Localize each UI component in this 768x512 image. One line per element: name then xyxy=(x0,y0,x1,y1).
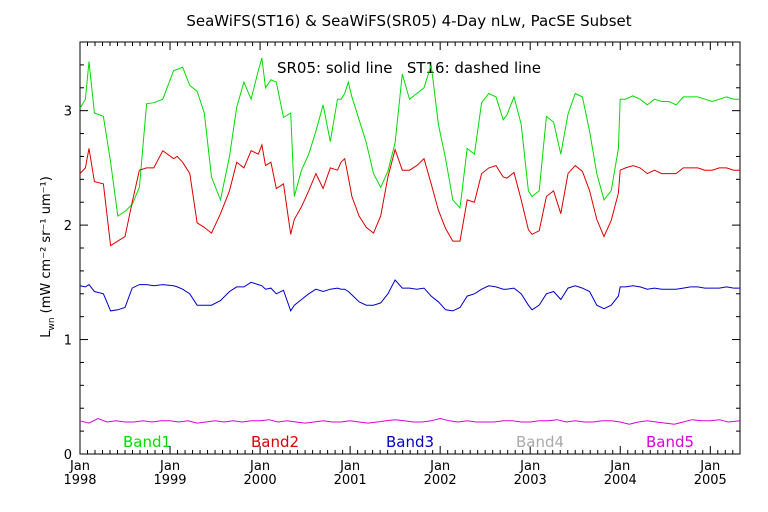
axes: 0123Jan1998Jan1999Jan2000Jan2001Jan2002J… xyxy=(63,41,741,488)
x-tick-year: 2005 xyxy=(694,473,727,488)
legend: Band1 Band2 Band3 Band4 Band5 xyxy=(123,433,694,451)
x-tick-month: Jan xyxy=(519,459,540,474)
x-tick-year: 1999 xyxy=(153,473,186,488)
x-tick-year: 1998 xyxy=(63,473,96,488)
y-axis-label-unit: (mW cm⁻² sr⁻¹ um⁻¹) xyxy=(39,176,54,317)
x-tick-year: 2000 xyxy=(244,473,277,488)
x-tick-month: Jan xyxy=(429,459,450,474)
legend-item-band4: Band4 xyxy=(516,433,564,451)
series-line-band2 xyxy=(79,143,740,247)
x-tick-year: 2001 xyxy=(334,473,367,488)
x-tick-month: Jan xyxy=(339,459,360,474)
y-axis-label: Lwn (mW cm⁻² sr⁻¹ um⁻¹) xyxy=(39,176,57,338)
y-axis-label-main: L xyxy=(39,330,54,338)
y-tick-label: 3 xyxy=(64,105,72,120)
x-tick-month: Jan xyxy=(69,459,90,474)
x-tick-year: 2003 xyxy=(514,473,547,488)
y-tick-label: 2 xyxy=(64,219,72,234)
series-line-band3 xyxy=(79,279,740,313)
series-line-band1 xyxy=(79,57,740,217)
legend-item-band1: Band1 xyxy=(123,433,171,451)
svg-text:Lwn (mW cm⁻² sr⁻¹ um⁻¹): Lwn (mW cm⁻² sr⁻¹ um⁻¹) xyxy=(39,176,57,338)
line-style-annotation: SR05: solid line ST16: dashed line xyxy=(277,59,541,77)
series-line-band5 xyxy=(79,417,741,425)
y-tick-label: 1 xyxy=(64,334,72,349)
legend-item-band5: Band5 xyxy=(646,433,694,451)
x-tick-month: Jan xyxy=(159,459,180,474)
legend-item-band2: Band2 xyxy=(251,433,299,451)
y-axis-label-sub: wn xyxy=(47,317,57,330)
x-tick-year: 2002 xyxy=(424,473,457,488)
y-tick-label: 0 xyxy=(64,448,72,463)
x-tick-month: Jan xyxy=(609,459,630,474)
chart-title: SeaWiFS(ST16) & SeaWiFS(SR05) 4-Day nLw,… xyxy=(186,12,631,30)
x-tick-year: 2004 xyxy=(604,473,637,488)
legend-item-band3: Band3 xyxy=(386,433,434,451)
x-tick-month: Jan xyxy=(249,459,270,474)
series-lines xyxy=(79,57,741,425)
x-tick-month: Jan xyxy=(699,459,720,474)
